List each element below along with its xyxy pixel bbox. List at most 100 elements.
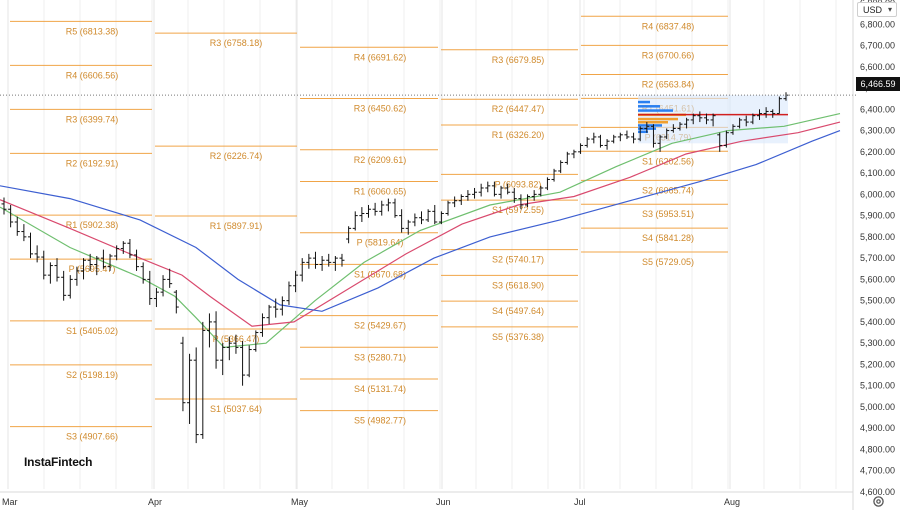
price-bar	[206, 313, 212, 348]
price-bar	[392, 198, 398, 218]
pivot-label: R2 (6226.74)	[210, 151, 263, 161]
price-bar	[584, 136, 590, 148]
x-axis: Mar Apr May Jun Jul Aug	[0, 491, 853, 507]
y-axis-tick-label: 5,700.00	[860, 253, 895, 263]
price-bar	[220, 343, 226, 376]
pivot-label: R5 (6813.38)	[66, 26, 119, 36]
price-bar	[525, 194, 531, 208]
price-bar	[472, 187, 478, 199]
price-bar	[339, 253, 345, 267]
price-bar	[710, 113, 716, 127]
pivot-label: S3 (4907.66)	[66, 432, 118, 442]
price-bar	[160, 275, 166, 297]
price-bar	[776, 96, 782, 115]
price-bar	[107, 253, 113, 271]
pivot-label: R2 (6447.47)	[492, 104, 545, 114]
pivot-label: R1 (5902.38)	[66, 220, 119, 230]
price-bar	[518, 194, 524, 210]
currency-selector-label: USD	[863, 5, 883, 15]
pivot-label: P (5819.64)	[357, 238, 404, 248]
price-bar	[67, 275, 73, 299]
price-bar	[491, 181, 497, 197]
pivot-label: P (5695.47)	[69, 264, 116, 274]
y-axis-tick-label: 5,600.00	[860, 274, 895, 284]
pivot-label: S5 (4982.77)	[354, 416, 406, 426]
chevron-down-icon: ▾	[887, 5, 892, 14]
volume-profile-bar	[638, 120, 668, 124]
price-bar	[273, 298, 279, 318]
price-bar	[379, 200, 385, 216]
y-axis-tick-label: 6,300.00	[860, 126, 895, 136]
price-bar	[100, 249, 106, 269]
last-price-badge: 6,466.59	[856, 77, 900, 91]
y-axis-tick-label: 6,200.00	[860, 147, 895, 157]
pivot-label: S1 (5670.68)	[354, 269, 406, 279]
price-bar	[233, 334, 239, 354]
price-bar	[485, 181, 491, 193]
price-bar	[438, 211, 444, 225]
pivot-label: R3 (6679.85)	[492, 55, 545, 65]
price-bar	[140, 262, 146, 284]
price-bar	[372, 202, 378, 216]
price-bar	[332, 256, 338, 271]
pivot-label: R1 (6326.20)	[492, 130, 545, 140]
price-bar	[253, 330, 259, 352]
price-bar	[365, 204, 371, 218]
price-bar	[690, 113, 696, 125]
price-bar	[1, 197, 7, 215]
price-bar	[352, 211, 358, 231]
y-axis-tick-label: 4,600.00	[860, 487, 895, 497]
y-axis-tick-label: 5,400.00	[860, 317, 895, 327]
price-bar	[723, 130, 729, 148]
pivot-label: S1 (5405.02)	[66, 326, 118, 336]
price-bar	[61, 270, 67, 301]
y-axis-tick-label: 6,700.00	[860, 41, 895, 51]
pivot-label: S5 (5376.38)	[492, 332, 544, 342]
pivot-label: R1 (5897.91)	[210, 221, 263, 231]
price-bar	[445, 200, 451, 216]
price-bar	[624, 130, 630, 140]
price-bar	[558, 160, 564, 174]
price-bar	[312, 251, 318, 269]
price-bar	[87, 253, 93, 271]
pivot-label: S2 (5429.67)	[354, 321, 406, 331]
price-bar	[737, 117, 743, 129]
pivot-label: R3 (6399.74)	[66, 114, 119, 124]
pivot-label: S3 (5618.90)	[492, 280, 544, 290]
price-bar	[412, 213, 418, 227]
price-bar	[604, 139, 610, 150]
y-axis-tick-label: 6,000.00	[860, 189, 895, 199]
x-axis-month-label: Jul	[574, 497, 586, 507]
price-bars	[1, 92, 789, 444]
price-bar	[571, 149, 577, 159]
price-bar	[286, 281, 292, 305]
y-axis-tick-label: 5,000.00	[860, 402, 895, 412]
currency-selector[interactable]: USD ▾	[857, 2, 897, 17]
price-bar	[743, 115, 749, 127]
pivot-label: S4 (5497.64)	[492, 306, 544, 316]
y-axis-tick-label: 5,300.00	[860, 338, 895, 348]
price-bar	[684, 117, 690, 129]
pivot-label: R4 (6837.48)	[642, 21, 695, 31]
pivot-label: R2 (6563.84)	[642, 79, 695, 89]
vertical-gridlines	[7, 0, 837, 489]
volume-profile-bar	[638, 100, 650, 104]
price-bar	[147, 270, 153, 305]
price-bar	[717, 132, 723, 152]
price-bar	[505, 183, 511, 195]
price-bar	[54, 258, 60, 282]
price-bar	[293, 270, 299, 293]
price-bar	[425, 209, 431, 222]
moving-average-mid	[0, 121, 841, 327]
price-bar	[657, 134, 663, 152]
price-bar	[279, 296, 285, 316]
price-bar	[452, 196, 458, 208]
y-axis-tick-label: 5,200.00	[860, 359, 895, 369]
pivot-label: R3 (6758.18)	[210, 38, 263, 48]
price-bar	[511, 187, 517, 203]
pivot-label: R2 (6209.61)	[354, 155, 407, 165]
price-bar	[405, 219, 411, 235]
settings-gear-icon[interactable]	[872, 495, 885, 508]
